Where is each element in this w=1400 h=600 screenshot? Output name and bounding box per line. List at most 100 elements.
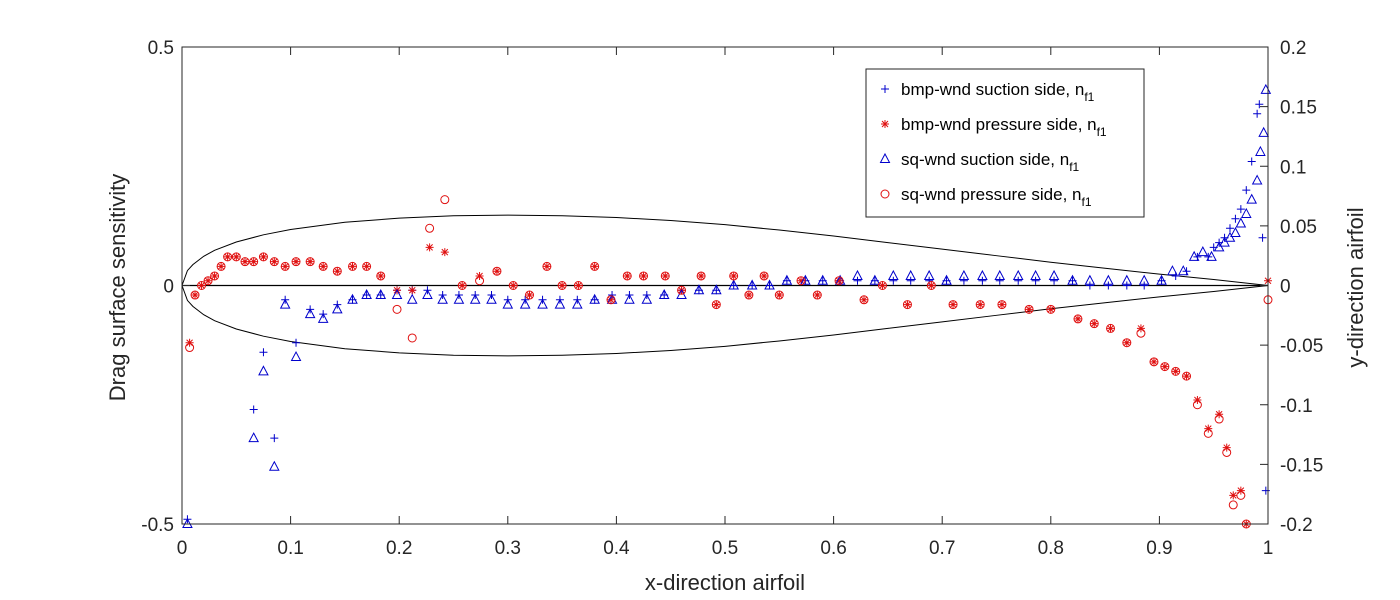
data-point [589,293,601,304]
data-point [333,267,342,276]
data-point [1103,274,1114,285]
data-point [1222,443,1231,452]
data-point [977,269,988,280]
data-point [1213,241,1225,252]
y-right-axis-title: y-direction airfoil [1343,207,1368,367]
data-point [590,262,599,271]
data-point [279,298,291,309]
data-point [774,290,784,300]
data-point [1188,250,1200,261]
legend-label: bmp-wnd pressure side, nf1 [901,115,1107,139]
data-point [853,276,862,285]
data-point [362,261,372,271]
data-point [1235,217,1247,228]
data-point [249,405,258,414]
data-point [453,293,465,304]
series-circle [185,195,1273,529]
data-point [1231,214,1240,223]
data-point [440,195,450,205]
data-point [347,293,358,304]
legend-item: bmp-wnd pressure side, nf1 [881,115,1107,139]
data-point [1204,424,1213,433]
data-point [869,274,881,285]
data-point [525,291,534,300]
data-point [270,434,279,443]
data-point [941,274,952,285]
data-point [1031,276,1040,285]
data-point [1255,145,1266,156]
axes-layer: 0 0.1 0.2 0.3 0.4 0.5 0.6 0.7 0.8 0.9 1-0.500.5-0.… [105,38,1368,595]
airfoil-lower-surface [181,285,1269,357]
data-point [440,248,449,257]
data-point [959,276,968,285]
data-point [519,298,531,309]
data-point [639,271,648,280]
series-layer [182,83,1273,529]
data-point [223,252,233,262]
data-point [558,281,567,290]
data-point [502,298,514,309]
data-point [270,257,279,266]
data-point [304,308,316,319]
data-point [693,284,705,295]
data-point [259,348,268,357]
legend-marker-asterisk [881,120,889,128]
legend-label-subscript: f1 [1084,90,1094,104]
data-point [240,257,249,266]
data-point [775,291,784,300]
data-point [660,271,670,281]
data-point [978,276,987,285]
data-point [1182,371,1192,381]
data-point [290,350,302,362]
data-point [711,300,721,310]
data-point [639,271,649,281]
data-point [191,291,200,300]
data-point [204,276,213,285]
data-point [492,266,502,276]
data-point [1149,357,1158,366]
data-point [1182,372,1191,381]
legend-label-subscript: f1 [1097,125,1107,139]
data-point [1106,324,1115,333]
data-point [817,274,829,285]
data-point [948,300,958,310]
x-tick-label: 0.4 [603,538,630,559]
data-point [425,243,434,252]
data-point [376,271,385,280]
data-point [1215,410,1224,419]
data-point [554,298,566,309]
data-point [1025,305,1034,314]
data-point [258,252,268,262]
legend-item: bmp-wnd suction side, nf1 [881,80,1095,104]
data-point [1104,281,1113,290]
data-point [1204,252,1213,261]
data-point [408,286,417,295]
data-point [1214,414,1224,424]
data-point [859,295,869,305]
data-point [1046,305,1055,314]
data-point [1242,186,1251,195]
data-point [1136,324,1145,333]
data-point [1140,281,1149,290]
y-right-tick-label: -0.15 [1280,455,1323,476]
data-point [1048,269,1060,280]
data-point [1012,269,1024,280]
data-point [1171,366,1181,376]
data-point [1236,486,1245,495]
data-point [258,365,269,376]
data-point [744,290,754,300]
data-point [1246,193,1258,204]
data-point [1122,338,1132,348]
data-point [1229,491,1238,500]
data-point [458,281,467,290]
data-point [835,276,844,285]
data-point [231,252,241,262]
data-point [348,261,358,271]
data-point [812,290,822,300]
data-point [557,281,567,290]
data-point [537,298,548,309]
data-point [392,304,402,314]
data-point [923,269,935,280]
data-point [375,288,387,300]
